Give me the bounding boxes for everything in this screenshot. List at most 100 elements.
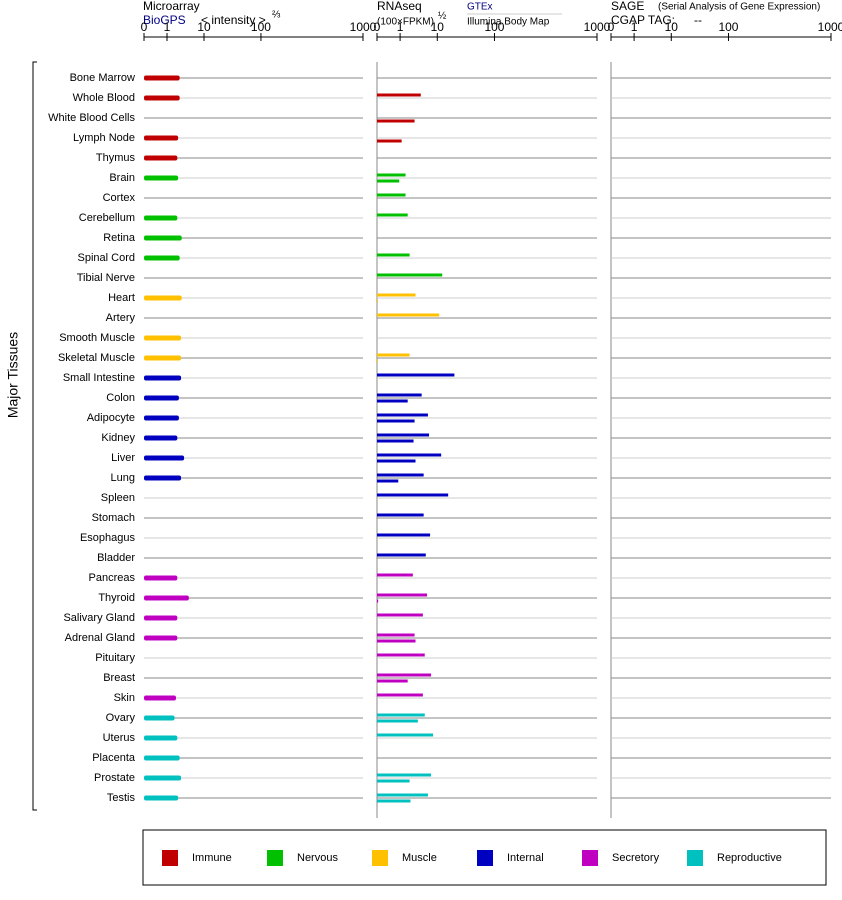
bar: [377, 373, 455, 377]
bar: [377, 693, 423, 697]
bar: [377, 513, 424, 517]
tissue-label: Brain: [109, 172, 135, 184]
bar: [377, 653, 425, 657]
axis-label: (100×FPKM): [377, 17, 434, 28]
panel-title: Microarray: [143, 0, 200, 13]
bar: [144, 135, 179, 141]
bar: [377, 193, 406, 197]
bar: [377, 633, 415, 637]
bar: [377, 419, 415, 423]
bar: [144, 295, 182, 301]
bar: [144, 215, 178, 221]
bar: [377, 799, 411, 803]
x-tick-label: 10: [197, 20, 211, 34]
bar: [144, 415, 179, 421]
bar: [377, 433, 430, 437]
tissue-label: Bone Marrow: [70, 72, 135, 84]
bar: [377, 273, 443, 277]
bar: [377, 553, 426, 557]
tissue-label: Smooth Muscle: [59, 332, 135, 344]
bar: [377, 599, 379, 603]
tissue-label: Salivary Gland: [63, 612, 135, 624]
subtitle: (Serial Analysis of Gene Expression): [658, 2, 820, 13]
bar: [144, 435, 178, 441]
bar: [377, 313, 440, 317]
bar: [144, 735, 178, 741]
tissue-label: Cortex: [103, 192, 136, 204]
bar: [144, 395, 179, 401]
bar: [377, 213, 408, 217]
tissue-label: Breast: [103, 672, 135, 684]
bar: [377, 393, 422, 397]
bar: [144, 475, 182, 481]
x-tick-label: 0: [141, 20, 148, 34]
bar: [377, 173, 406, 177]
x-tick-label: 1: [631, 20, 638, 34]
bar: [377, 613, 423, 617]
bar: [144, 375, 182, 381]
bar: [377, 793, 428, 797]
legend-label: Reproductive: [717, 852, 782, 864]
tissue-label: Small Intestine: [63, 372, 135, 384]
legend-label: Immune: [192, 852, 232, 864]
tissue-label: Retina: [103, 232, 136, 244]
bar: [377, 473, 424, 477]
legend-swatch: [687, 850, 703, 866]
legend-label: Internal: [507, 852, 544, 864]
tissue-label: Spinal Cord: [78, 252, 135, 264]
bar: [144, 615, 178, 621]
x-tick-label: 100: [718, 20, 738, 34]
tissue-label: Skin: [114, 692, 135, 704]
bar: [377, 673, 432, 677]
bar: [377, 679, 408, 683]
y-axis-label: Major Tissues: [5, 332, 21, 418]
bar: [377, 299, 378, 303]
bar: [377, 719, 418, 723]
bar: [144, 235, 182, 241]
legend-box: [142, 829, 827, 886]
bar: [144, 575, 178, 581]
bar: [377, 493, 449, 497]
bar: [377, 593, 428, 597]
bar: [377, 479, 399, 483]
panel-title: SAGE: [611, 0, 644, 13]
bar: [144, 695, 176, 701]
bar: [144, 595, 189, 601]
tissue-label: Testis: [107, 792, 136, 804]
x-tick-label: 1: [164, 20, 171, 34]
x-tick-label: 10: [665, 20, 679, 34]
bar: [144, 755, 180, 761]
series-name: GTEx: [467, 2, 493, 13]
bar: [377, 439, 414, 443]
bar: [377, 179, 400, 183]
bar: [144, 795, 179, 801]
legend-swatch: [582, 850, 598, 866]
tissue-label: Cerebellum: [79, 212, 135, 224]
bar: [377, 779, 410, 783]
bar: [377, 413, 428, 417]
bar: [144, 355, 182, 361]
tissue-label: Placenta: [92, 752, 136, 764]
tissue-label: Spleen: [101, 492, 135, 504]
tissue-label: Skeletal Muscle: [58, 352, 135, 364]
bar: [377, 399, 408, 403]
tissue-label: Artery: [106, 312, 136, 324]
source: BioGPS: [143, 13, 186, 27]
x-tick-label: 0: [374, 20, 381, 34]
legend-label: Nervous: [297, 852, 338, 864]
tissue-label: Ovary: [106, 712, 136, 724]
bar: [377, 459, 416, 463]
x-tick-label: 10: [431, 20, 445, 34]
axis-label: < intensity >: [201, 13, 266, 27]
bar: [377, 139, 402, 143]
bar: [377, 293, 416, 297]
bar: [377, 359, 378, 363]
tissue-label: Bladder: [97, 552, 135, 564]
bar: [377, 773, 432, 777]
tissue-label: Esophagus: [80, 532, 136, 544]
bar: [377, 573, 413, 577]
tissue-label: Heart: [108, 292, 135, 304]
tissue-label: Lymph Node: [73, 132, 135, 144]
bar: [377, 533, 431, 537]
legend-swatch: [372, 850, 388, 866]
